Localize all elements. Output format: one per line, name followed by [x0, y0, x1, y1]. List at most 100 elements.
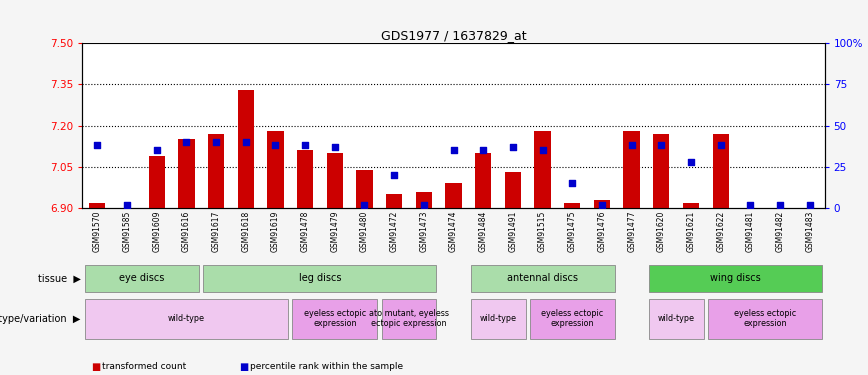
Point: [536, 147, 549, 153]
Bar: [178, 140, 194, 208]
Bar: [504, 172, 521, 208]
Bar: [207, 134, 224, 208]
Bar: [326, 153, 343, 208]
Bar: [297, 150, 313, 208]
Text: GSM91585: GSM91585: [122, 211, 131, 252]
Text: eyeless ectopic
expression: eyeless ectopic expression: [734, 309, 796, 328]
Bar: [530, 298, 615, 339]
Text: GSM91481: GSM91481: [746, 211, 755, 252]
Text: GSM91570: GSM91570: [93, 211, 102, 252]
Text: GSM91617: GSM91617: [212, 211, 220, 252]
Bar: [475, 153, 491, 208]
Point: [120, 202, 134, 208]
Point: [743, 202, 757, 208]
Text: antennal discs: antennal discs: [507, 273, 578, 284]
Bar: [85, 298, 288, 339]
Point: [209, 139, 223, 145]
Bar: [293, 298, 377, 339]
Bar: [648, 298, 704, 339]
Point: [299, 142, 312, 148]
Point: [625, 142, 639, 148]
Text: GSM91609: GSM91609: [152, 211, 161, 252]
Text: ■: ■: [91, 362, 101, 372]
Text: ato mutant, eyeless
ectopic expression: ato mutant, eyeless ectopic expression: [369, 309, 449, 328]
Text: GSM91476: GSM91476: [597, 211, 607, 252]
Bar: [238, 90, 254, 208]
Text: GSM91616: GSM91616: [182, 211, 191, 252]
Bar: [386, 194, 403, 208]
Text: eyeless ectopic
expression: eyeless ectopic expression: [541, 309, 603, 328]
Text: GSM91618: GSM91618: [241, 211, 250, 252]
Text: GSM91472: GSM91472: [390, 211, 398, 252]
Bar: [356, 170, 372, 208]
Point: [477, 147, 490, 153]
Point: [803, 202, 817, 208]
Text: wing discs: wing discs: [710, 273, 761, 284]
Text: transformed count: transformed count: [102, 362, 187, 371]
Text: GSM91480: GSM91480: [360, 211, 369, 252]
Text: GSM91473: GSM91473: [419, 211, 428, 252]
Point: [773, 202, 787, 208]
Bar: [85, 265, 199, 292]
Text: GSM91477: GSM91477: [628, 211, 636, 252]
Point: [595, 202, 609, 208]
Text: leg discs: leg discs: [299, 273, 341, 284]
Text: GSM91621: GSM91621: [687, 211, 695, 252]
Text: tissue  ▶: tissue ▶: [38, 273, 81, 284]
Point: [90, 142, 104, 148]
Bar: [623, 131, 640, 208]
Bar: [683, 202, 700, 208]
Text: GSM91619: GSM91619: [271, 211, 279, 252]
Bar: [148, 156, 165, 208]
Bar: [648, 265, 822, 292]
Text: GSM91622: GSM91622: [716, 211, 725, 252]
Text: GSM91482: GSM91482: [776, 211, 785, 252]
Text: percentile rank within the sample: percentile rank within the sample: [250, 362, 403, 371]
Text: GSM91479: GSM91479: [331, 211, 339, 252]
Bar: [470, 298, 525, 339]
Text: GSM91474: GSM91474: [449, 211, 458, 252]
Text: eyeless ectopic
expression: eyeless ectopic expression: [304, 309, 366, 328]
Point: [446, 147, 460, 153]
Bar: [267, 131, 284, 208]
Point: [239, 139, 253, 145]
Bar: [445, 183, 462, 208]
Text: GSM91515: GSM91515: [538, 211, 547, 252]
Bar: [653, 134, 669, 208]
Point: [328, 144, 342, 150]
Point: [387, 172, 401, 178]
Bar: [89, 202, 106, 208]
Bar: [382, 298, 437, 339]
Text: genotype/variation  ▶: genotype/variation ▶: [0, 314, 81, 324]
Text: wild-type: wild-type: [168, 314, 205, 323]
Text: GSM91483: GSM91483: [806, 211, 814, 252]
Text: ■: ■: [239, 362, 248, 372]
Bar: [535, 131, 551, 208]
Title: GDS1977 / 1637829_at: GDS1977 / 1637829_at: [381, 29, 526, 42]
Bar: [594, 200, 610, 208]
Bar: [470, 265, 615, 292]
Point: [506, 144, 520, 150]
Point: [358, 202, 372, 208]
Point: [180, 139, 194, 145]
Point: [268, 142, 282, 148]
Bar: [416, 192, 432, 208]
Bar: [713, 134, 729, 208]
Bar: [203, 265, 437, 292]
Text: eye discs: eye discs: [119, 273, 165, 284]
Point: [713, 142, 727, 148]
Point: [417, 202, 431, 208]
Point: [684, 159, 698, 165]
Text: GSM91478: GSM91478: [300, 211, 310, 252]
Bar: [708, 298, 822, 339]
Text: wild-type: wild-type: [479, 314, 516, 323]
Text: GSM91484: GSM91484: [479, 211, 488, 252]
Text: GSM91475: GSM91475: [568, 211, 576, 252]
Text: GSM91491: GSM91491: [509, 211, 517, 252]
Bar: [564, 202, 581, 208]
Point: [149, 147, 163, 153]
Point: [565, 180, 579, 186]
Text: wild-type: wild-type: [658, 314, 694, 323]
Point: [654, 142, 668, 148]
Text: GSM91620: GSM91620: [657, 211, 666, 252]
